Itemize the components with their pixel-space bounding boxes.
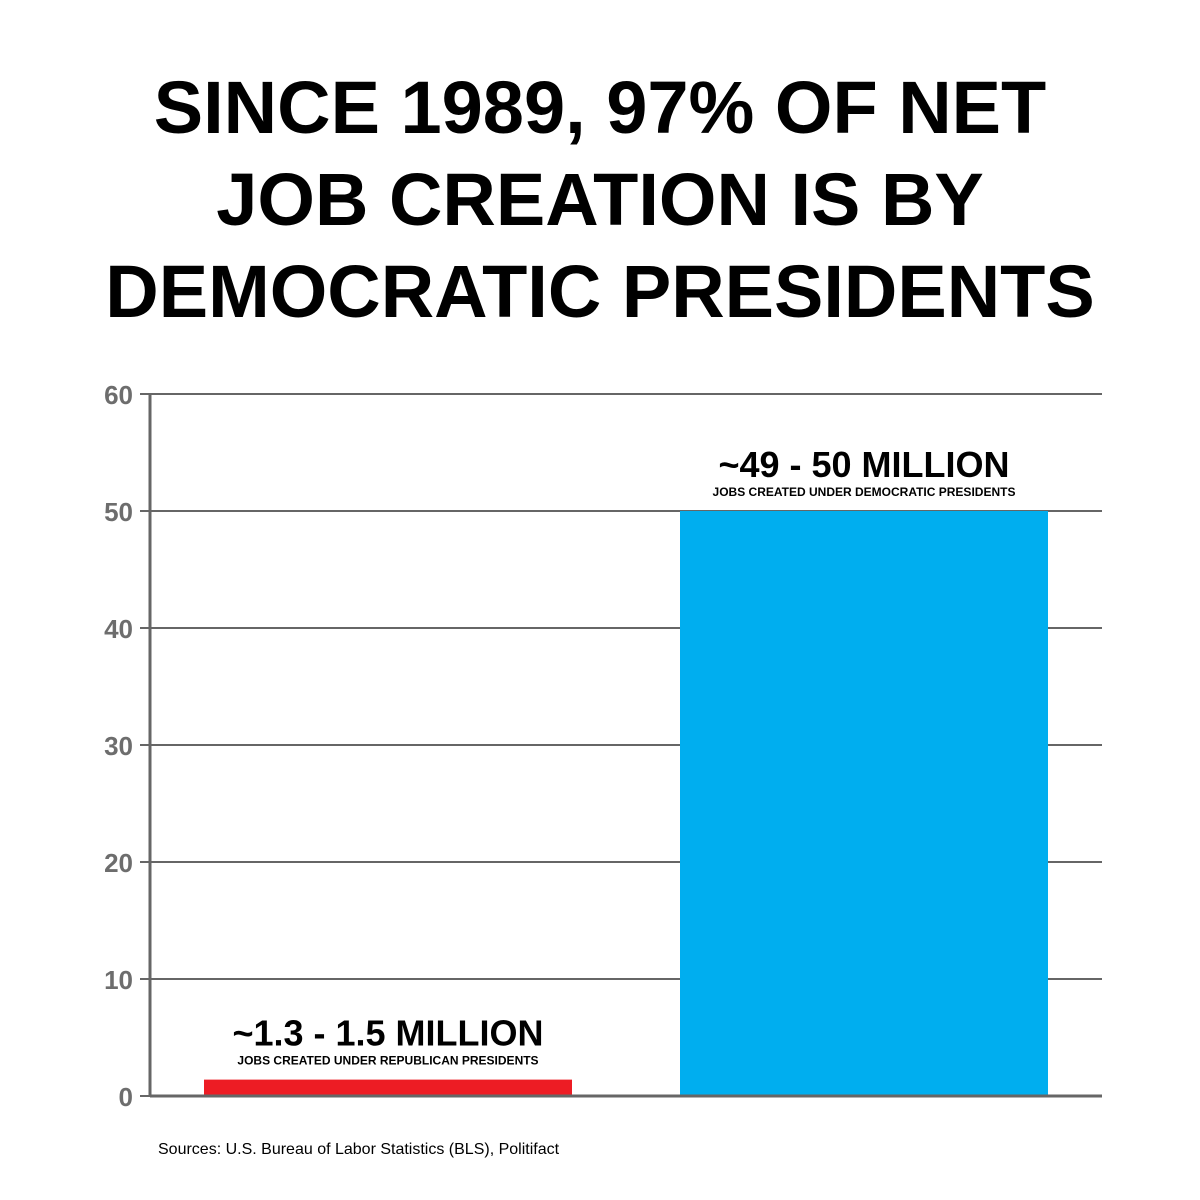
y-tick-label: 20 [104, 848, 133, 878]
sources-note: Sources: U.S. Bureau of Labor Statistics… [158, 1141, 560, 1158]
y-tick-label: 60 [104, 380, 133, 410]
title-line-1: SINCE 1989, 97% OF NET [153, 66, 1047, 149]
title-line-3: DEMOCRATIC PRESIDENTS [105, 250, 1095, 333]
y-tick-label: 0 [119, 1082, 133, 1112]
y-tick-label: 50 [104, 497, 133, 527]
chart-title: SINCE 1989, 97% OF NET JOB CREATION IS B… [40, 62, 1160, 338]
bar-sub-label: JOBS CREATED UNDER DEMOCRATIC PRESIDENTS [713, 485, 1016, 499]
title-line-2: JOB CREATION IS BY [216, 158, 984, 241]
bar [204, 1079, 572, 1096]
y-tick-label: 30 [104, 731, 133, 761]
bar-value-label: ~49 - 50 MILLION [718, 444, 1009, 485]
bar-value-label: ~1.3 - 1.5 MILLION [232, 1013, 543, 1054]
y-tick-label: 10 [104, 965, 133, 995]
y-tick-label: 40 [104, 614, 133, 644]
bar-sub-label: JOBS CREATED UNDER REPUBLICAN PRESIDENTS [237, 1054, 538, 1068]
bar [680, 511, 1048, 1096]
